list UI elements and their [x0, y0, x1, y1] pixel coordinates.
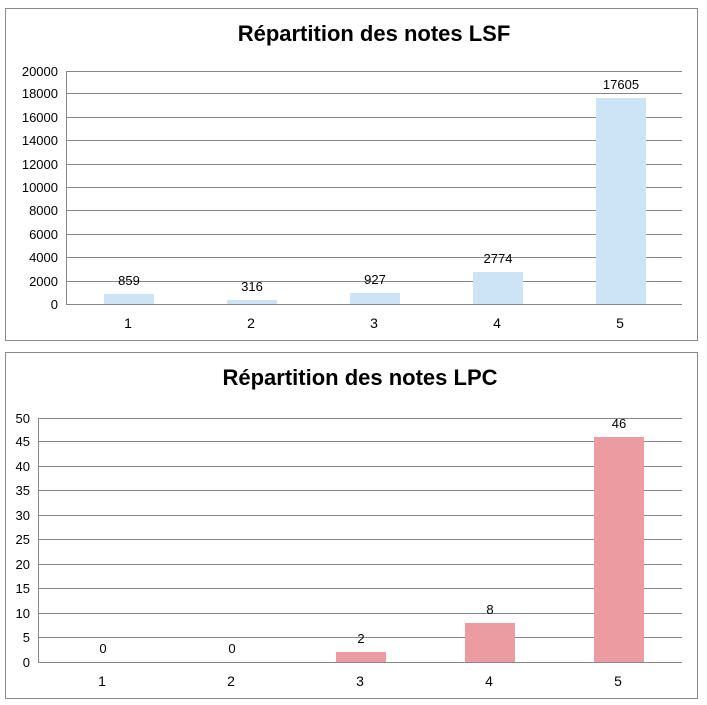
bar-value-label: 2 [357, 631, 365, 646]
chart-lpc: Répartition des notes LPC 0 5 10 15 20 25 30 35… [5, 352, 698, 699]
bar-category-3 [336, 652, 386, 662]
y-axis-lsf: 0 2000 4000 6000 8000 10000 12000 14000 16000 180… [6, 65, 58, 312]
gridline [39, 441, 682, 442]
y-tick-label: 18000 [21, 86, 58, 101]
x-axis-lpc: 1 2 3 4 5 [38, 673, 682, 691]
gridline [67, 234, 682, 235]
bar-category-5 [594, 437, 644, 662]
y-tick-label: 10000 [21, 180, 58, 195]
x-tick-label: 5 [614, 673, 622, 689]
gridline [39, 613, 682, 614]
bar-category-2 [227, 300, 277, 304]
gridline [67, 117, 682, 118]
gridline [39, 588, 682, 589]
x-axis-line [39, 662, 682, 663]
x-tick-label: 1 [124, 315, 132, 331]
bar-value-label: 316 [241, 279, 263, 294]
y-tick-label: 15 [15, 581, 30, 596]
y-tick-label: 0 [50, 297, 58, 312]
gridline [39, 418, 682, 419]
y-tick-label: 50 [15, 411, 30, 426]
x-tick-label: 4 [493, 315, 501, 331]
bar-value-label: 17605 [602, 77, 640, 92]
x-tick-label: 4 [485, 673, 493, 689]
x-tick-label: 3 [356, 673, 364, 689]
y-tick-label: 30 [15, 508, 30, 523]
x-axis-line [67, 304, 682, 305]
bar-category-4 [465, 623, 515, 662]
y-tick-label: 14000 [21, 133, 58, 148]
y-tick-label: 2000 [29, 274, 58, 289]
chart-title-lsf: Répartition des notes LSF [237, 21, 511, 46]
bar-value-label: 859 [118, 273, 140, 288]
gridline [39, 637, 682, 638]
gridline [67, 93, 682, 94]
x-tick-label: 2 [247, 315, 255, 331]
y-tick-label: 40 [15, 459, 30, 474]
bar-value-label: 2774 [483, 251, 513, 266]
y-tick-label: 4000 [29, 250, 58, 265]
gridline [67, 71, 682, 72]
x-tick-label: 5 [616, 315, 624, 331]
bar-value-label: 8 [486, 602, 494, 617]
bar-category-1 [104, 294, 154, 304]
x-axis-lsf: 1 2 3 4 5 [66, 315, 682, 333]
y-tick-label: 0 [22, 655, 30, 670]
y-axis-lpc: 0 5 10 15 20 25 30 35 40 45 50 [6, 412, 30, 670]
bar-value-label: 46 [611, 416, 627, 431]
y-tick-label: 12000 [21, 157, 58, 172]
y-tick-label: 8000 [29, 203, 58, 218]
gridline [67, 257, 682, 258]
y-tick-label: 35 [15, 483, 30, 498]
gridline [67, 210, 682, 211]
x-tick-label: 1 [98, 673, 106, 689]
bar-category-3 [350, 293, 400, 304]
y-tick-label: 6000 [29, 227, 58, 242]
gridline [39, 564, 682, 565]
x-tick-label: 2 [227, 673, 235, 689]
y-tick-label: 10 [15, 606, 30, 621]
gridline [67, 140, 682, 141]
plot-area-lpc: 0 0 2 8 46 [38, 416, 682, 663]
y-tick-label: 20000 [21, 64, 58, 79]
y-tick-label: 45 [15, 434, 30, 449]
chart-title-lpc: Répartition des notes LPC [222, 365, 498, 390]
y-tick-label: 20 [15, 557, 30, 572]
bar-value-label: 927 [364, 272, 386, 287]
plot-area-lsf: 859 316 927 2774 17605 [66, 71, 682, 305]
y-tick-label: 16000 [21, 110, 58, 125]
y-tick-label: 25 [15, 532, 30, 547]
bar-category-4 [473, 272, 523, 304]
chart-lsf: Répartition des notes LSF 0 2000 4000 6000 8… [5, 8, 698, 341]
gridline [67, 164, 682, 165]
gridline [39, 539, 682, 540]
gridline [67, 281, 682, 282]
gridline [39, 490, 682, 491]
x-tick-label: 3 [370, 315, 378, 331]
bar-value-label: 0 [99, 641, 107, 656]
bar-value-label: 0 [228, 641, 236, 656]
y-tick-label: 5 [22, 630, 30, 645]
gridline [39, 466, 682, 467]
gridline [67, 187, 682, 188]
bar-category-5 [596, 98, 646, 304]
gridline [39, 515, 682, 516]
